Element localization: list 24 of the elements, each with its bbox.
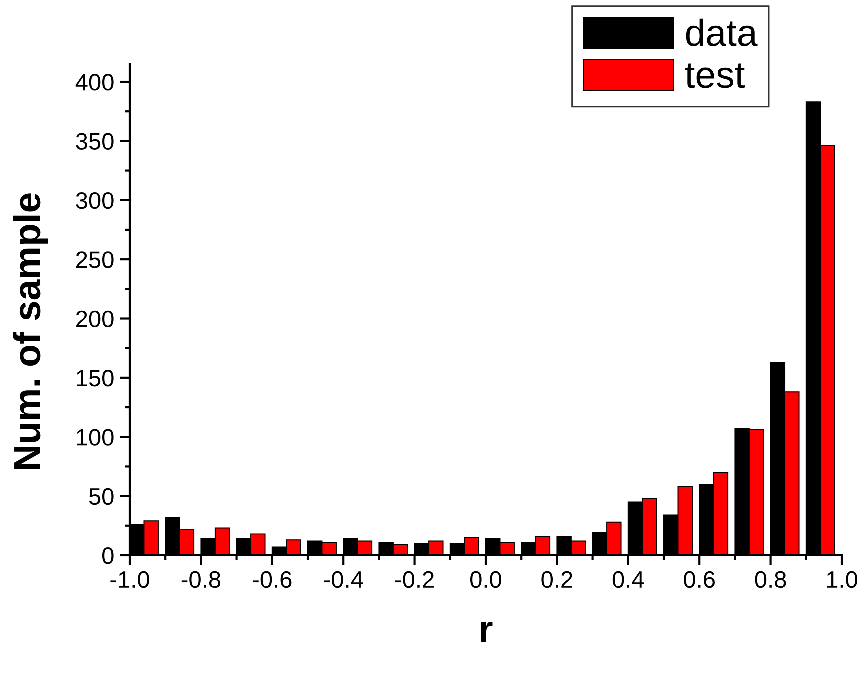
x-tick-label: -0.2 bbox=[396, 571, 434, 588]
x-tick-label: -0.6 bbox=[253, 571, 292, 588]
x-tick-label: -1.0 bbox=[110, 571, 150, 588]
y-tick-label: 50 bbox=[89, 488, 114, 506]
x-tick-label: 0.4 bbox=[612, 571, 644, 588]
y-tick-label: 400 bbox=[76, 74, 114, 91]
x-tick-label: -0.8 bbox=[182, 571, 221, 588]
y-tick-label: 200 bbox=[76, 310, 114, 328]
y-axis-title: Num. of sample bbox=[13, 194, 48, 470]
y-tick-label: 300 bbox=[76, 192, 114, 210]
y-tick-label: 150 bbox=[77, 370, 114, 387]
x-tick-label: 0.2 bbox=[542, 571, 572, 588]
y-tick-label: 350 bbox=[76, 133, 114, 150]
y-tick-label: 0 bbox=[102, 548, 114, 564]
y-tick-label: 250 bbox=[76, 252, 114, 268]
legend-label: data bbox=[686, 18, 758, 46]
x-tick-label: 1.0 bbox=[827, 571, 858, 588]
x-tick-label: 0.6 bbox=[684, 571, 715, 588]
x-axis-title: r bbox=[481, 622, 493, 642]
x-tick-label: 0.0 bbox=[470, 571, 502, 588]
y-tick-label: 100 bbox=[77, 429, 114, 446]
x-tick-label: 0.8 bbox=[755, 571, 786, 588]
legend-label: test bbox=[685, 64, 745, 88]
x-tick-label: -0.4 bbox=[324, 571, 364, 588]
